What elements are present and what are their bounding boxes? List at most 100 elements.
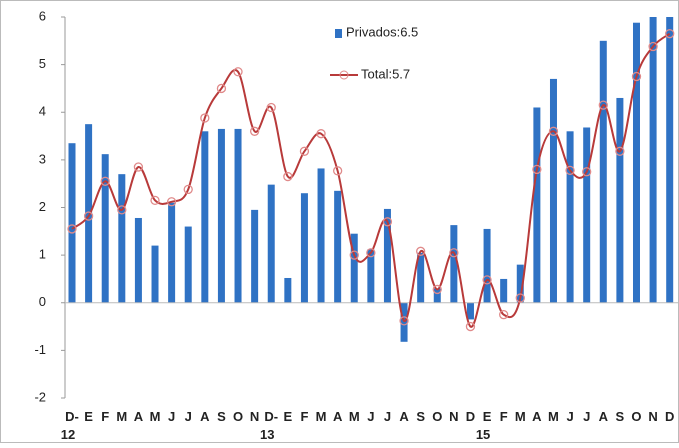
x-tick-label: E 15 (476, 409, 492, 442)
bar (68, 143, 76, 303)
bar (450, 225, 458, 303)
bar (367, 249, 375, 303)
x-tick-label: J (384, 409, 391, 424)
line-marker (83, 211, 94, 221)
x-tick-label: A (399, 409, 409, 424)
line-marker (399, 316, 409, 326)
legend-label: Total:5.7 (361, 66, 410, 81)
line-marker (615, 146, 625, 156)
x-tick-label: M (150, 409, 161, 424)
x-tick-label: N (449, 409, 458, 424)
bar (649, 17, 657, 303)
bar (383, 208, 391, 303)
x-tick-label: O (432, 409, 442, 424)
line-marker (100, 176, 110, 186)
bar (267, 184, 275, 303)
line-marker (582, 167, 592, 177)
bar (118, 174, 126, 303)
line-marker (465, 321, 476, 332)
x-tick-label: A (200, 409, 210, 424)
line-marker (332, 166, 343, 176)
bar (466, 302, 474, 320)
line-marker (249, 126, 260, 136)
line-marker (67, 224, 77, 234)
y-tick-label: 5 (39, 56, 46, 71)
line-marker (532, 164, 542, 175)
line-marker (283, 171, 293, 182)
line-marker (166, 197, 177, 207)
x-tick-label: E (84, 409, 93, 424)
x-tick-label: D (466, 409, 475, 424)
y-tick-label: -2 (34, 389, 46, 404)
bar (350, 233, 358, 303)
x-tick-label: M (316, 409, 327, 424)
x-tick-label: D-12 (61, 409, 79, 442)
x-tick-label: S (616, 409, 625, 424)
x-tick-label: F (101, 409, 109, 424)
x-tick-label: M (349, 409, 360, 424)
x-tick-label: M (548, 409, 559, 424)
bar (549, 78, 557, 303)
x-tick-label: D-13 (260, 409, 278, 442)
bar (317, 168, 325, 303)
line-marker (316, 129, 326, 139)
x-tick-label: D (665, 409, 674, 424)
bar (85, 124, 93, 303)
x-tick-label: J (168, 409, 175, 424)
line-marker (133, 162, 144, 172)
bar (666, 17, 674, 303)
line-marker (416, 246, 426, 256)
line-marker (648, 41, 658, 52)
line-marker (631, 71, 642, 82)
bar (599, 40, 607, 303)
line-marker (150, 195, 160, 206)
bar (433, 288, 441, 303)
bar (300, 193, 308, 303)
bar (566, 131, 574, 303)
y-tick-label: -1 (34, 342, 46, 357)
x-tick-label: E (284, 409, 293, 424)
x-tick-label: J (367, 409, 374, 424)
line-marker (565, 165, 575, 176)
bar (334, 190, 342, 303)
bar (400, 302, 408, 342)
y-tick-label: 1 (39, 247, 46, 262)
x-tick-label: N (648, 409, 657, 424)
x-tick-label: S (217, 409, 226, 424)
line-marker (183, 184, 193, 195)
bar (516, 264, 524, 303)
line-marker (548, 126, 559, 136)
x-tick-label: F (300, 409, 308, 424)
line-marker (216, 83, 227, 94)
bar (417, 252, 425, 303)
y-tick-label: 6 (39, 8, 46, 23)
line-marker (382, 217, 393, 227)
x-tick-label: O (631, 409, 641, 424)
x-tick-label: A (134, 409, 144, 424)
line-marker (432, 284, 442, 295)
bar (251, 209, 259, 303)
bar (201, 131, 209, 303)
legend-label: Privados:6.5 (346, 24, 418, 39)
line-marker (499, 310, 509, 320)
x-tick-label: M (116, 409, 127, 424)
legend-swatch (335, 29, 342, 38)
line-marker (366, 248, 376, 258)
y-tick-label: 2 (39, 199, 46, 214)
line-marker (266, 102, 276, 113)
bar (616, 97, 624, 303)
bar (217, 128, 225, 303)
x-tick-label: F (500, 409, 508, 424)
line-marker (482, 275, 492, 285)
line-marker (233, 67, 243, 77)
bar (500, 278, 508, 303)
line-marker (515, 293, 525, 303)
y-tick-label: 3 (39, 151, 46, 166)
x-tick-label: J (583, 409, 590, 424)
legend-marker (339, 70, 349, 80)
line-marker (598, 100, 608, 110)
bar (101, 154, 109, 303)
line-marker (449, 248, 459, 258)
line-marker (665, 29, 675, 39)
